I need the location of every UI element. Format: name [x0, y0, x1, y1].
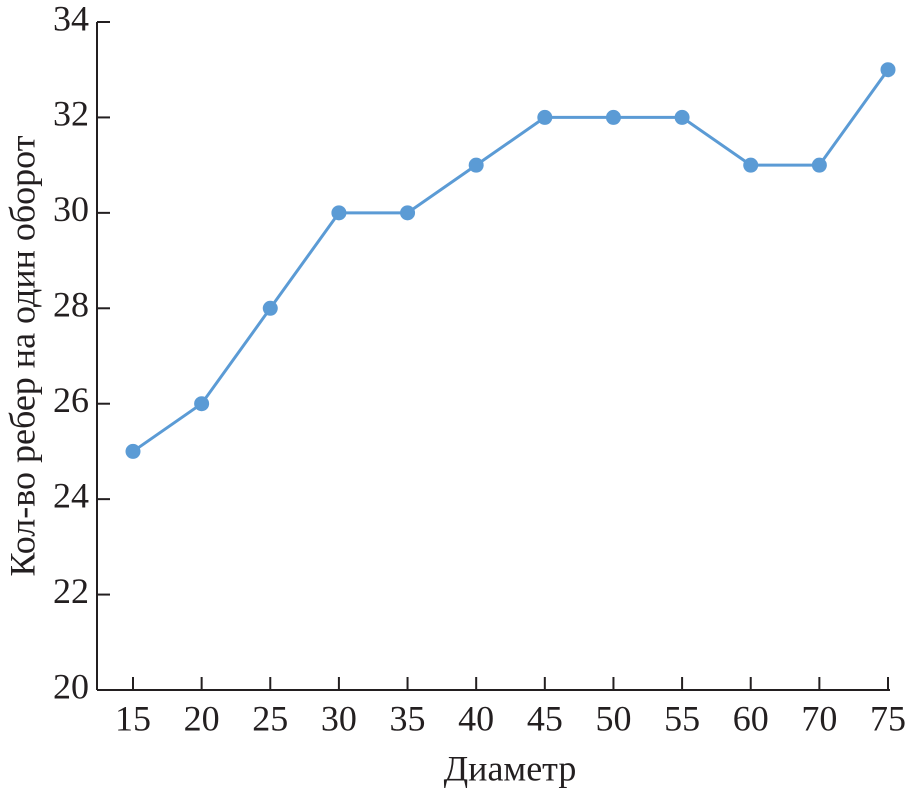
x-tick-label: 25: [252, 698, 288, 738]
x-tick-label: 60: [733, 698, 769, 738]
data-point: [674, 109, 690, 125]
data-point: [468, 157, 484, 173]
y-tick-label: 22: [53, 571, 89, 611]
data-point: [194, 396, 210, 412]
x-tick-label: 15: [115, 698, 151, 738]
y-tick-label: 26: [53, 380, 89, 420]
data-point: [537, 109, 553, 125]
y-tick-label: 28: [53, 285, 89, 325]
x-tick-label: 20: [184, 698, 220, 738]
y-tick-label: 34: [53, 0, 89, 38]
data-point: [743, 157, 759, 173]
data-point: [262, 300, 278, 316]
y-tick-label: 30: [53, 189, 89, 229]
data-point: [125, 443, 141, 459]
data-point: [880, 62, 896, 78]
x-tick-label: 30: [321, 698, 357, 738]
data-point: [331, 205, 347, 221]
x-axis-label: Диаметр: [444, 748, 577, 788]
x-tick-label: 35: [390, 698, 426, 738]
y-axis-label: Кол-во ребер на один оборот: [2, 135, 42, 576]
y-tick-label: 20: [53, 666, 89, 706]
x-tick-label: 50: [595, 698, 631, 738]
x-tick-label: 55: [664, 698, 700, 738]
x-tick-label: 75: [870, 698, 906, 738]
data-point: [400, 205, 416, 221]
x-tick-label: 40: [458, 698, 494, 738]
data-line: [132, 68, 890, 453]
data-point: [605, 109, 621, 125]
x-tick-label: 70: [801, 698, 837, 738]
y-tick-label: 24: [53, 475, 89, 515]
x-tick-label: 45: [527, 698, 563, 738]
data-point: [811, 157, 827, 173]
y-tick-label: 32: [53, 94, 89, 134]
